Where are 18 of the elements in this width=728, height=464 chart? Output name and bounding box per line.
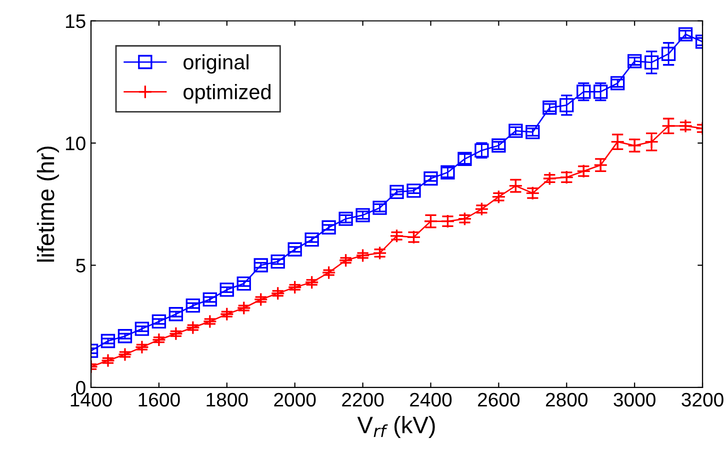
y-tick-label: 0 [76, 380, 86, 395]
x-axis-title: V$_{rf}$ (kV) [357, 416, 435, 438]
x-tick-label: 2400 [410, 392, 452, 407]
legend-label: optimized [184, 84, 270, 104]
y-tick-label: 5 [76, 258, 86, 272]
x-tick-label: 1800 [206, 392, 248, 407]
x-tick-label: 2600 [478, 392, 520, 407]
x-tick-label: 2000 [274, 392, 316, 407]
x-tick-label: 1600 [138, 392, 180, 407]
x-tick-label: 3200 [682, 392, 724, 407]
x-tick-label: 3000 [614, 392, 656, 407]
y-tick-label: 15 [66, 14, 86, 28]
x-tick-label: 1400 [70, 392, 112, 407]
x-tick-label: 2800 [546, 392, 588, 407]
y-tick-label: 10 [66, 136, 86, 150]
legend-label: original [184, 54, 248, 74]
y-axis-title: lifetime (hr) [36, 146, 59, 262]
x-tick-label: 2200 [342, 392, 384, 407]
